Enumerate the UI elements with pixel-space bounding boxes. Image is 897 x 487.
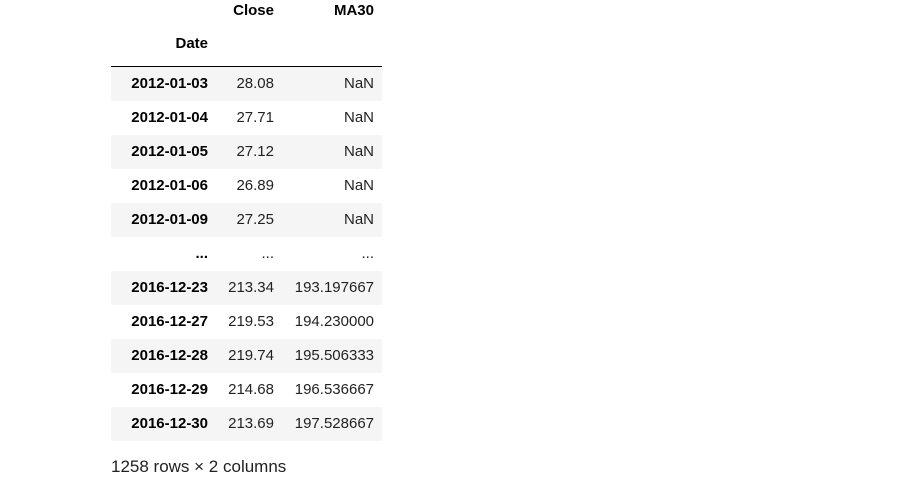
cell-ma30: NaN bbox=[343, 177, 374, 194]
blank-corner-cell bbox=[111, 0, 216, 22]
cell-ma30: NaN bbox=[343, 109, 374, 126]
cell-close: 27.71 bbox=[236, 109, 274, 126]
row-index-date: 2012-01-04 bbox=[131, 109, 208, 126]
cell-ma30: NaN bbox=[343, 143, 374, 160]
row-index-date: 2016-12-23 bbox=[131, 279, 208, 296]
cell-ma30: NaN bbox=[343, 75, 374, 92]
dataframe-output: Close MA30 Date 2012-01-03 28.08 NaN 2012-0… bbox=[111, 0, 382, 441]
table-row: 2012-01-06 26.89 NaN bbox=[111, 169, 382, 203]
index-name-header: Date bbox=[111, 22, 216, 67]
index-header-row: Date bbox=[111, 22, 382, 67]
row-index-date: 2012-01-09 bbox=[131, 211, 208, 228]
cell-close: 26.89 bbox=[236, 177, 274, 194]
table-body: 2012-01-03 28.08 NaN 2012-01-04 27.71 NaN 2012… bbox=[111, 66, 382, 441]
column-header-ma30: MA30 bbox=[333, 2, 374, 19]
row-index-date: 2016-12-30 bbox=[131, 415, 208, 432]
cell-ma30: 193.197667 bbox=[294, 279, 374, 296]
table-row: 2012-01-09 27.25 NaN bbox=[111, 203, 382, 237]
table-row: 2016-12-23 213.34 193.197667 bbox=[111, 271, 382, 305]
index-header-blank bbox=[282, 22, 382, 67]
row-index-date: 2012-01-03 bbox=[131, 75, 208, 92]
cell-close: 213.34 bbox=[228, 279, 274, 296]
table-row: ......... bbox=[111, 237, 382, 271]
index-header-blank bbox=[216, 22, 282, 67]
table-row: 2016-12-27 219.53 194.230000 bbox=[111, 305, 382, 339]
column-header-close: Close bbox=[233, 2, 274, 19]
row-index-date: 2016-12-27 bbox=[131, 313, 208, 330]
cell-close: 219.53 bbox=[228, 313, 274, 330]
cell-close: 27.25 bbox=[236, 211, 274, 228]
row-index-date: 2016-12-28 bbox=[131, 347, 208, 364]
cell-close: 219.74 bbox=[228, 347, 274, 364]
dataframe-table: Close MA30 Date 2012-01-03 28.08 NaN 2012-0… bbox=[111, 0, 382, 441]
cell-ma30: 197.528667 bbox=[294, 415, 374, 432]
cell-close: 27.12 bbox=[236, 143, 274, 160]
cell-ma30: ... bbox=[361, 245, 374, 262]
table-row: 2016-12-30 213.69 197.528667 bbox=[111, 407, 382, 441]
table-header: Close MA30 Date bbox=[111, 0, 382, 67]
table-row: 2012-01-03 28.08 NaN bbox=[111, 66, 382, 101]
dataframe-shape-caption: 1258 rows × 2 columns bbox=[111, 457, 287, 476]
cell-close: 214.68 bbox=[228, 381, 274, 398]
cell-close: ... bbox=[261, 245, 274, 262]
row-index-date: 2012-01-06 bbox=[131, 177, 208, 194]
row-index-date: 2016-12-29 bbox=[131, 381, 208, 398]
table-row: 2016-12-28 219.74 195.506333 bbox=[111, 339, 382, 373]
table-row: 2016-12-29 214.68 196.536667 bbox=[111, 373, 382, 407]
table-row: 2012-01-04 27.71 NaN bbox=[111, 101, 382, 135]
cell-ma30: 194.230000 bbox=[294, 313, 374, 330]
row-index-date: ... bbox=[195, 245, 208, 262]
cell-ma30: 195.506333 bbox=[294, 347, 374, 364]
row-index-date: 2012-01-05 bbox=[131, 143, 208, 160]
cell-ma30: NaN bbox=[343, 211, 374, 228]
cell-close: 213.69 bbox=[228, 415, 274, 432]
cell-close: 28.08 bbox=[236, 75, 274, 92]
column-header-row: Close MA30 bbox=[111, 0, 382, 22]
table-row: 2012-01-05 27.12 NaN bbox=[111, 135, 382, 169]
cell-ma30: 196.536667 bbox=[294, 381, 374, 398]
